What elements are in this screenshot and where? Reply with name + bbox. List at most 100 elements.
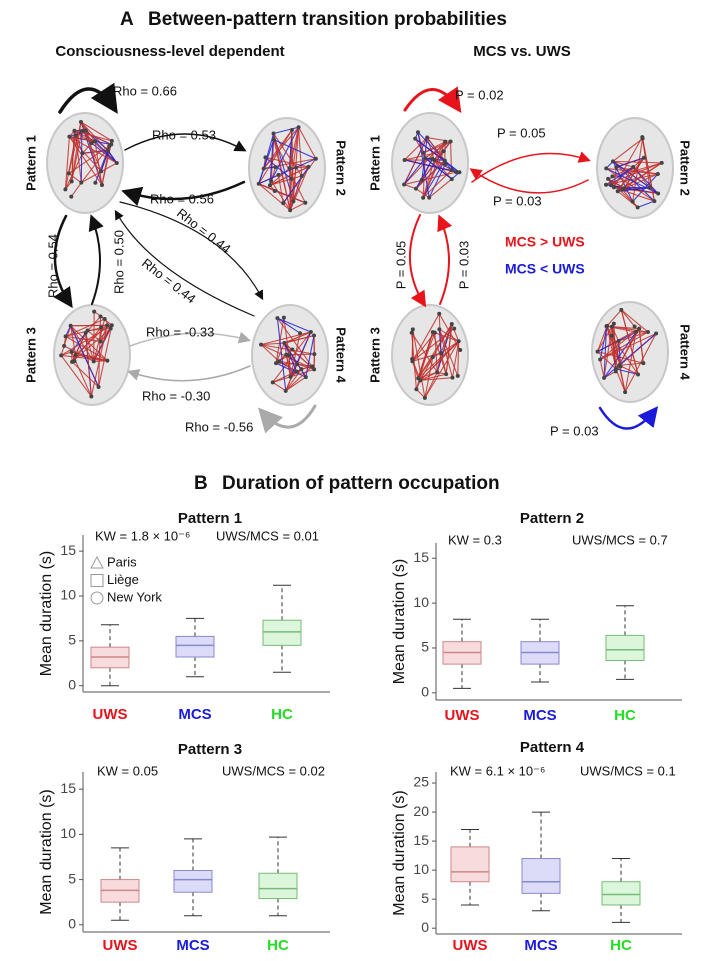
panel-letter: B [194,473,208,494]
network-edge [424,356,434,398]
y-tick-label: 15 [60,780,76,796]
category-label: HC [614,707,636,724]
network-node [443,162,448,167]
network-edge [436,352,442,373]
network-node [63,187,68,192]
network-edge [68,172,82,184]
network-edge [612,160,662,164]
network-edge [260,344,280,362]
network-edge [623,162,663,189]
pattern-label: Pattern 3 [367,327,382,383]
network-edge [605,162,662,186]
category-label: HC [610,937,632,954]
network-edge [607,325,649,333]
network-node [79,180,84,185]
arrow [127,365,251,382]
network-edge [596,325,608,352]
network-edge [433,141,446,161]
network-node [93,180,98,185]
network-node [63,334,68,339]
network-edge [296,363,315,370]
network-node [72,128,77,133]
network-node [289,127,294,132]
chart-title: Pattern 1 [178,510,242,527]
y-tick-label: 5 [421,639,429,655]
network-edge [439,328,459,342]
network-edge [428,178,453,198]
network-node [308,329,313,334]
network-node [91,359,96,364]
network-node [105,148,110,153]
network-edge [292,127,300,202]
network-edge [65,335,101,343]
network-edge [422,160,446,199]
network-node [449,322,454,327]
arrow [119,201,264,301]
network-edge [64,136,70,190]
network-edge [426,137,446,161]
network-edge [270,126,300,182]
legend-marker [90,555,104,569]
network-node [641,155,646,160]
network-edge [597,326,613,352]
network-edge [415,188,430,199]
arrow [114,209,255,317]
y-tick-label: 0 [421,919,429,935]
edge-label: Rho = 0.44 [139,255,199,306]
network-node [611,321,616,326]
network-node [448,139,453,144]
box [258,872,298,900]
network-edge [415,160,446,190]
network-edge [423,141,446,154]
panel-title: Duration of pattern occupation [222,473,500,494]
network-edge [624,331,637,393]
network-node [276,172,281,177]
network-node [289,176,294,181]
network-edge [269,175,302,186]
network-edge [417,371,438,379]
network-edge [68,136,103,186]
network-node [611,185,616,190]
y-tick-label: 15 [413,549,429,565]
network-node [416,130,421,135]
network-node [458,347,463,352]
network-edge [424,157,453,180]
network-node [437,311,442,316]
arrow [58,82,118,114]
panel-title: Between-pattern transition probabilities [148,9,507,30]
network-edge [445,323,453,375]
network-edge [422,141,446,198]
network-node [107,143,112,148]
network-edge [289,127,300,169]
network-node [96,384,101,389]
network-node [645,330,650,335]
network-node [299,367,304,372]
network-node [294,369,299,374]
network-edge [284,331,312,344]
network-node [271,137,276,142]
network-node [310,364,315,369]
network-node [610,174,615,179]
network-edge [611,326,620,342]
network-edge [285,376,307,392]
legend-marker [90,591,104,605]
category-label: UWS [103,937,138,954]
network-edge [93,328,112,362]
network-node [89,141,94,146]
box [262,619,302,646]
network-node [604,166,609,171]
network-node [267,183,272,188]
network-node [620,187,625,192]
network-node [419,177,424,182]
network-node [437,327,442,332]
network-edge [597,331,637,353]
network-edge [101,140,113,186]
network-node [632,324,637,329]
network-node [609,333,614,338]
network-edge [285,368,302,392]
category-label: MCS [176,937,209,954]
network-edge [80,131,83,183]
network-node [636,372,641,377]
network-edge [615,368,626,393]
